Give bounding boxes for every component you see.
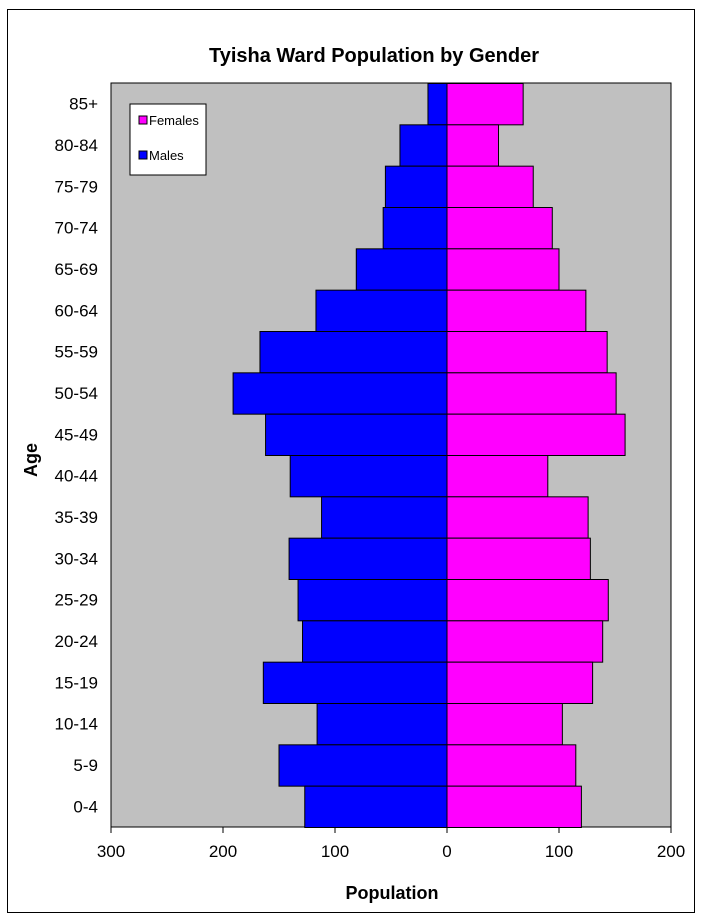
chart-title: Tyisha Ward Population by Gender (209, 45, 539, 67)
x-axis-ticks: 300 200 100 0 100 200 (97, 827, 685, 861)
y-tick-label: 25-29 (55, 591, 98, 610)
bar-females-50-54 (446, 372, 617, 415)
legend-box (129, 103, 207, 176)
x-tick-label: 100 (321, 842, 349, 861)
bar-males-60-64 (315, 289, 448, 332)
bar-males-30-34 (288, 537, 448, 581)
bar-females-60-64 (446, 289, 587, 332)
y-tick-label: 5-9 (73, 756, 98, 775)
bar-males-10-14 (316, 703, 448, 746)
bar-females-70-74 (446, 207, 553, 250)
x-tick-label: 300 (97, 842, 125, 861)
bar-females-45-49 (446, 413, 626, 456)
bar-males-75-79 (384, 165, 448, 209)
bar-males-50-54 (232, 372, 448, 415)
bar-females-40-44 (446, 455, 549, 498)
y-tick-label: 20-24 (55, 632, 98, 651)
x-axis-title: Population (346, 883, 439, 903)
y-tick-label: 10-14 (55, 715, 98, 734)
population-pyramid-chart: Tyisha Ward Population by Gender 85+ 80-8… (21, 45, 685, 903)
chart-frame: Tyisha Ward Population by Gender 85+ 80-8… (7, 9, 695, 913)
bar-females-10-14 (446, 703, 563, 746)
y-tick-label: 70-74 (55, 219, 98, 238)
bar-females-55-59 (446, 331, 608, 374)
bar-males-70-74 (382, 207, 448, 250)
bar-males-40-44 (289, 455, 448, 498)
bar-males-5-9 (278, 744, 448, 787)
bar-females-65-69 (446, 248, 560, 291)
y-tick-label: 0-4 (73, 797, 98, 816)
y-axis-ticks: 85+ 80-84 75-79 70-74 65-69 60-64 55-59 50-54 45… (55, 95, 99, 817)
bar-males-65-69 (355, 248, 448, 291)
bar-females-80-84 (446, 124, 500, 167)
bar-males-35-39 (321, 496, 448, 539)
bars-layer (232, 83, 626, 829)
y-tick-label: 45-49 (55, 425, 98, 444)
legend-swatch-males (138, 150, 148, 160)
y-tick-label: 65-69 (55, 260, 98, 279)
bar-males-15-19 (262, 661, 448, 705)
y-tick-label: 55-59 (55, 343, 98, 362)
y-tick-label: 15-19 (55, 673, 98, 692)
bar-females-30-34 (446, 537, 591, 581)
y-tick-label: 85+ (69, 95, 98, 114)
bar-males-85+ (427, 83, 448, 126)
legend-label-females: Females (149, 113, 199, 128)
bar-males-0-4 (304, 785, 448, 829)
x-tick-label: 0 (442, 842, 451, 861)
legend-swatch-females (138, 115, 148, 125)
bar-males-20-24 (302, 620, 448, 663)
bar-males-55-59 (259, 331, 448, 374)
bar-females-75-79 (446, 165, 534, 209)
bar-females-20-24 (446, 620, 604, 663)
x-tick-label: 200 (209, 842, 237, 861)
bar-males-45-49 (265, 413, 448, 456)
y-tick-label: 35-39 (55, 508, 98, 527)
y-tick-label: 50-54 (55, 384, 98, 403)
bar-females-85+ (446, 83, 524, 126)
y-tick-label: 40-44 (55, 467, 98, 486)
bar-females-35-39 (446, 496, 589, 539)
x-tick-label: 200 (657, 842, 685, 861)
legend-label-males: Males (149, 148, 184, 163)
y-tick-label: 60-64 (55, 301, 98, 320)
y-tick-label: 30-34 (55, 549, 98, 568)
bar-females-5-9 (446, 744, 577, 787)
y-axis-title: Age (21, 443, 41, 477)
bar-females-25-29 (446, 579, 609, 622)
bar-males-25-29 (297, 579, 448, 622)
bar-females-15-19 (446, 661, 594, 705)
x-tick-label: 100 (545, 842, 573, 861)
bar-females-0-4 (446, 785, 582, 829)
legend: Females Males (129, 103, 207, 176)
bar-males-80-84 (399, 124, 448, 167)
y-tick-label: 80-84 (55, 136, 98, 155)
y-tick-label: 75-79 (55, 177, 98, 196)
